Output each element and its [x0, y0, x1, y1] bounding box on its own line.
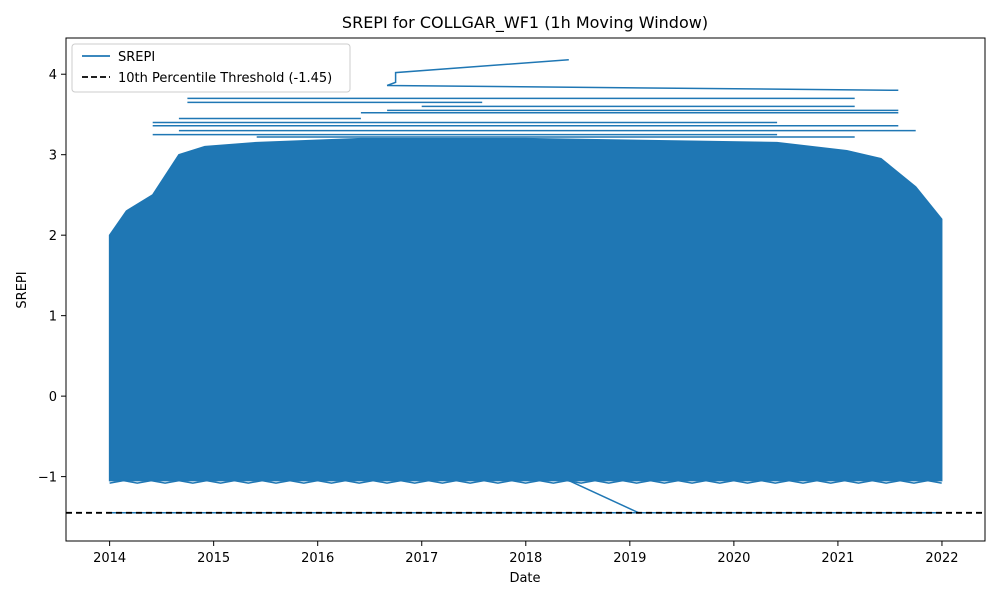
srepi-descent-segment [568, 479, 640, 514]
y-tick-label-5: 4 [49, 68, 57, 83]
y-axis-label: SREPI [15, 271, 30, 308]
y-tick-label-1: 0 [49, 390, 57, 405]
y-tick-label-3: 2 [49, 229, 57, 244]
srepi-peak-path [386, 58, 899, 92]
x-axis-label: Date [509, 571, 540, 586]
x-tick-label-2: 2016 [301, 551, 334, 566]
x-tick-label-0: 2014 [93, 551, 126, 566]
legend-box [71, 43, 351, 93]
legend: SREPI 10th Percentile Threshold (-1.45) [71, 43, 351, 93]
y-tick-label-2: 1 [49, 310, 57, 325]
x-tick-label-8: 2022 [925, 551, 958, 566]
y-tick-label-0: −1 [38, 471, 57, 486]
y-tick-label-4: 3 [49, 149, 57, 164]
legend-label-threshold: 10th Percentile Threshold (-1.45) [118, 71, 332, 86]
x-tick-label-4: 2018 [509, 551, 542, 566]
x-tick-label-7: 2021 [821, 551, 854, 566]
x-tick-label-6: 2020 [717, 551, 750, 566]
srepi-band-bottom-edge [109, 479, 942, 484]
chart-title: SREPI for COLLGAR_WF1 (1h Moving Window) [342, 13, 708, 33]
srepi-dense-band [108, 137, 943, 482]
legend-label-srepi: SREPI [118, 50, 155, 65]
x-tick-label-1: 2015 [197, 551, 230, 566]
x-tick-label-3: 2017 [405, 551, 438, 566]
plot-area [66, 58, 985, 514]
x-tick-label-5: 2019 [613, 551, 646, 566]
